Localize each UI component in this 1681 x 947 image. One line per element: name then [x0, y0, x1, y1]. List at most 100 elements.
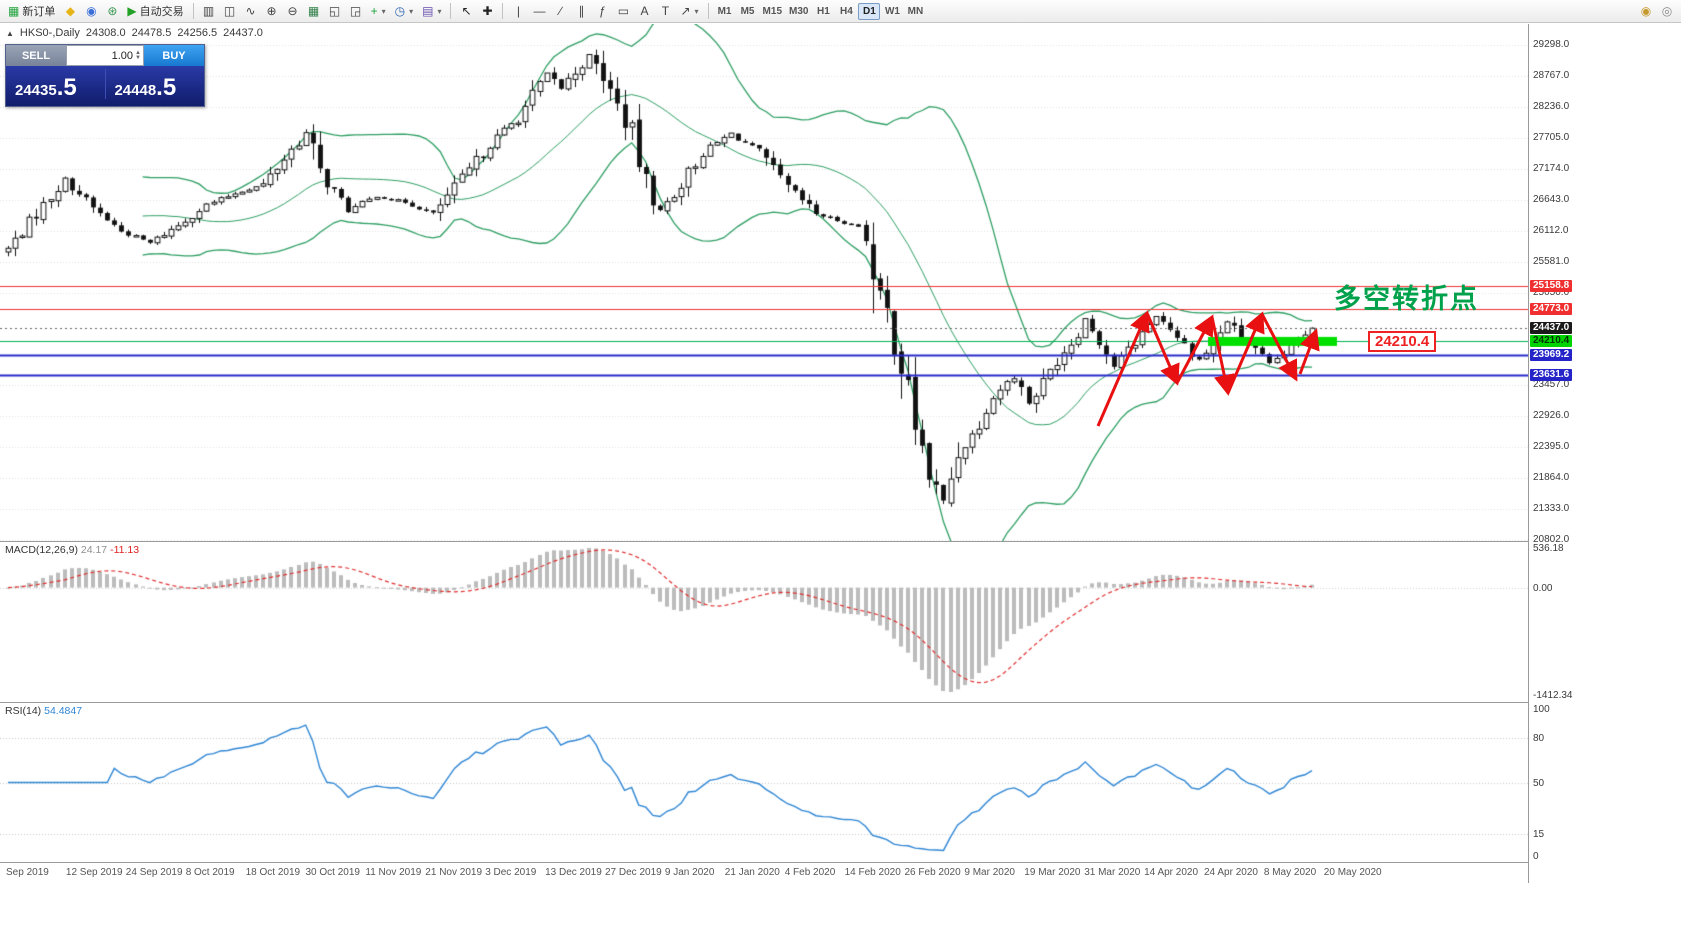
rsi-scale-label: 0 [1533, 851, 1539, 862]
date-axis-label: 30 Oct 2019 [305, 867, 360, 878]
price-axis-label: 21864.0 [1533, 472, 1570, 483]
rsi-label: RSI(14) 54.4847 [5, 705, 83, 717]
cursor-tool[interactable]: ↖ [456, 2, 476, 21]
zoom-in-icon-glyph: ⊕ [266, 4, 277, 18]
date-axis-label: 3 Dec 2019 [485, 867, 537, 878]
auto-scroll-icon[interactable]: ◱ [325, 2, 345, 21]
bar-chart-icon-glyph: ▥ [202, 4, 215, 18]
periods-glyph: ◷ [394, 4, 406, 18]
data-window-icon[interactable]: ◉ [81, 2, 101, 21]
price-axis-label: 26643.0 [1533, 194, 1570, 205]
main-chart[interactable]: ▲ HKS0-,Daily 24308.0 24478.5 24256.5 24… [0, 24, 1681, 542]
refresh-icon[interactable]: ⊛ [102, 2, 122, 21]
line-chart-icon[interactable]: ∿ [241, 2, 261, 21]
date-axis-label: 8 May 2020 [1263, 867, 1317, 878]
tf-M30[interactable]: M30 [786, 3, 811, 20]
candlestick-chart-canvas[interactable] [0, 24, 1528, 541]
horizontal-line-tool[interactable]: — [529, 2, 549, 21]
fibonacci-tool[interactable]: ƒ [592, 2, 612, 21]
zoom-out-icon[interactable]: ⊖ [283, 2, 303, 21]
ohlc-low: 24256.5 [177, 27, 218, 39]
date-axis-label: 14 Apr 2020 [1144, 867, 1199, 878]
text-tool-glyph: A [640, 4, 649, 18]
date-axis-label: 8 Oct 2019 [185, 867, 235, 878]
chevron-down-icon[interactable]: ▾ [381, 6, 386, 16]
date-axis[interactable]: Sep 2019 12 Sep 2019 24 Sep 2019 8 Oct 2019… [0, 863, 1528, 883]
macd-canvas [0, 542, 1528, 702]
candlestick-chart-icon[interactable]: ◫ [220, 2, 240, 21]
date-axis-label: 21 Nov 2019 [425, 867, 483, 878]
zoom-out-icon-glyph: ⊖ [287, 4, 298, 18]
bar-chart-icon[interactable]: ▥ [199, 2, 219, 21]
channel-tool[interactable]: ∥ [571, 2, 591, 21]
tf-M1[interactable]: M1 [714, 3, 736, 20]
periods-button[interactable]: ◷ ▾ [391, 2, 418, 21]
volume-input[interactable]: 1.00 ▲ ▼ [66, 45, 144, 66]
new-order-glyph: ▦ [8, 4, 20, 18]
text-tool[interactable]: A [634, 2, 654, 21]
sell-button[interactable]: SELL [6, 45, 66, 66]
market-watch-icon[interactable]: ◆ [60, 2, 80, 21]
new-chart-button[interactable]: + ▾ [367, 2, 390, 21]
indicators-icon-glyph: ▦ [307, 4, 320, 18]
crosshair-tool[interactable]: ✚ [477, 2, 497, 21]
chevron-down-icon[interactable]: ▾ [437, 6, 442, 16]
chart-shift-icon[interactable]: ◲ [346, 2, 366, 21]
date-axis-label: 12 Sep 2019 [65, 867, 123, 878]
arrows-tool[interactable]: ↗ ▾ [676, 2, 702, 21]
rsi-scale-label: 80 [1533, 733, 1545, 744]
price-axis-label: 20802.0 [1533, 534, 1570, 545]
vertical-line-tool[interactable]: | [508, 2, 528, 21]
date-axis-label: 19 Mar 2020 [1024, 867, 1081, 878]
channel-tool-glyph: ∥ [578, 4, 585, 18]
shapes-tool[interactable]: ▭ [613, 2, 633, 21]
new-order-button[interactable]: ▦ 新订单 [4, 2, 59, 21]
ohlc-close: 24437.0 [223, 27, 263, 39]
auto-trading-button[interactable]: ▶ 自动交易 [123, 2, 187, 21]
price-level-label: 24437.0 [1530, 322, 1573, 334]
fibonacci-tool-glyph: ƒ [599, 4, 606, 18]
volume-spinner[interactable]: ▲ ▼ [135, 49, 141, 61]
one-click-trading-panel: SELL 1.00 ▲ ▼ BUY 24435.5 24448.5 [5, 44, 205, 107]
tf-W1[interactable]: W1 [881, 3, 903, 20]
price-axis-label: 27174.0 [1533, 163, 1570, 174]
data-window-icon-glyph: ◉ [86, 4, 97, 18]
zoom-in-icon[interactable]: ⊕ [262, 2, 282, 21]
templates-button[interactable]: ▤ ▾ [418, 2, 445, 21]
price-axis-label: 26112.0 [1533, 225, 1569, 236]
shapes-tool-glyph: ▭ [617, 4, 630, 18]
chevron-down-icon[interactable]: ▾ [694, 6, 699, 16]
tf-D1[interactable]: D1 [858, 2, 881, 20]
candlestick-chart-icon-glyph: ◫ [223, 4, 236, 18]
line-chart-icon-glyph: ∿ [245, 4, 256, 18]
tf-M15[interactable]: M15 [760, 3, 785, 20]
price-axis-label: 25050.0 [1533, 287, 1570, 298]
date-axis-label: 13 Dec 2019 [545, 867, 602, 878]
buy-price[interactable]: 24448.5 [114, 74, 177, 101]
rsi-scale-label: 100 [1533, 704, 1550, 715]
price-axis-label: 22926.0 [1533, 410, 1570, 421]
help-icon[interactable]: ◉ [1636, 2, 1656, 21]
macd-panel[interactable]: MACD(12,26,9) 24.17 -11.13 [0, 542, 1681, 703]
tf-H1[interactable]: H1 [812, 3, 834, 20]
date-axis-label: 18 Oct 2019 [245, 867, 301, 878]
tf-MN[interactable]: MN [904, 3, 926, 20]
indicators-icon[interactable]: ▦ [304, 2, 324, 21]
tf-M5[interactable]: M5 [737, 3, 759, 20]
vertical-line-tool-glyph: | [516, 4, 521, 18]
trendline-tool[interactable]: ∕ [550, 2, 570, 21]
price-axis[interactable]: 29298.0 28767.0 28236.0 27705.0 27174.0 26643… [1528, 24, 1681, 883]
tf-H4[interactable]: H4 [835, 3, 857, 20]
label-tool[interactable]: T [655, 2, 675, 21]
horizontal-line-tool-glyph: — [533, 4, 546, 18]
price-level-label: 24773.0 [1530, 303, 1573, 315]
sell-price[interactable]: 24435.5 [15, 74, 77, 101]
rsi-panel[interactable]: RSI(14) 54.4847 [0, 703, 1681, 863]
date-axis-label: 26 Feb 2020 [904, 867, 961, 878]
community-icon[interactable]: ◎ [1657, 2, 1677, 21]
chart-shift-icon-glyph: ◲ [349, 4, 362, 18]
ohlc-open: 24308.0 [85, 27, 126, 39]
chevron-down-icon[interactable]: ▾ [409, 6, 414, 16]
buy-button[interactable]: BUY [144, 45, 204, 66]
toolbar-separator [192, 3, 194, 19]
